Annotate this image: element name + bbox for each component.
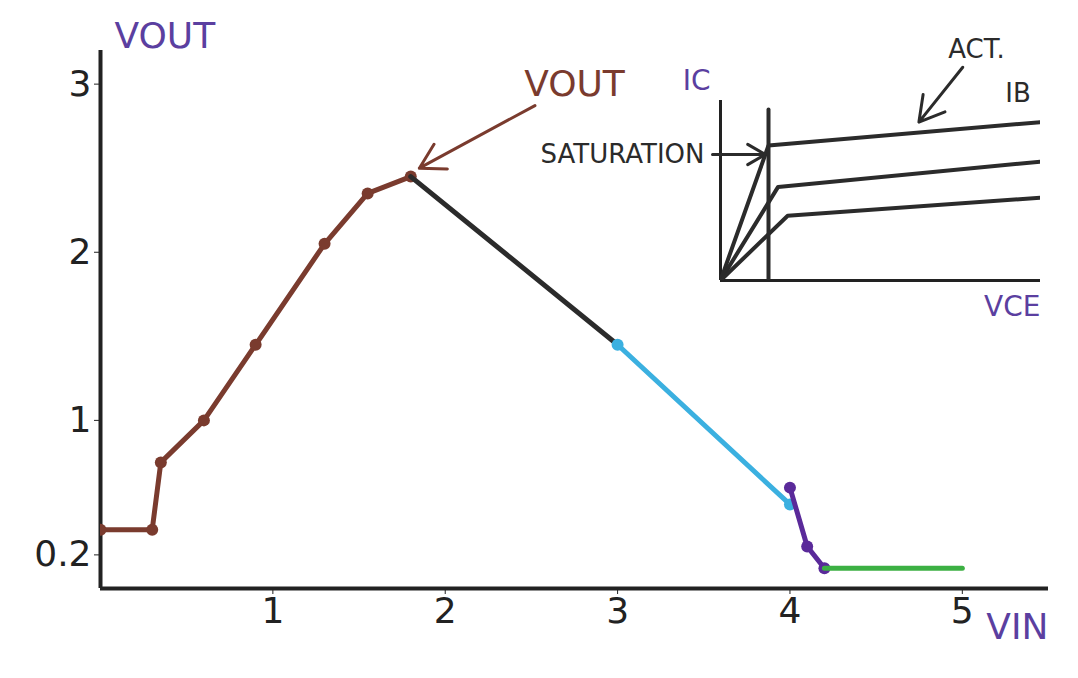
svg-text:1: 1 bbox=[261, 590, 284, 631]
svg-text:4: 4 bbox=[779, 590, 802, 631]
svg-text:VIN: VIN bbox=[986, 606, 1048, 647]
svg-text:2: 2 bbox=[434, 590, 457, 631]
svg-text:IC: IC bbox=[683, 64, 711, 97]
svg-text:VOUT: VOUT bbox=[115, 15, 217, 56]
svg-text:SATURATION: SATURATION bbox=[541, 139, 705, 169]
svg-text:0.2: 0.2 bbox=[34, 533, 91, 574]
svg-text:IB: IB bbox=[1005, 78, 1031, 108]
svg-text:5: 5 bbox=[951, 590, 974, 631]
svg-text:VOUT: VOUT bbox=[524, 63, 626, 104]
svg-text:VCE: VCE bbox=[984, 290, 1040, 323]
svg-text:1: 1 bbox=[69, 399, 92, 440]
svg-text:2: 2 bbox=[69, 231, 92, 272]
svg-text:ACT.: ACT. bbox=[948, 34, 1005, 64]
svg-text:3: 3 bbox=[69, 63, 92, 104]
svg-text:3: 3 bbox=[606, 590, 629, 631]
